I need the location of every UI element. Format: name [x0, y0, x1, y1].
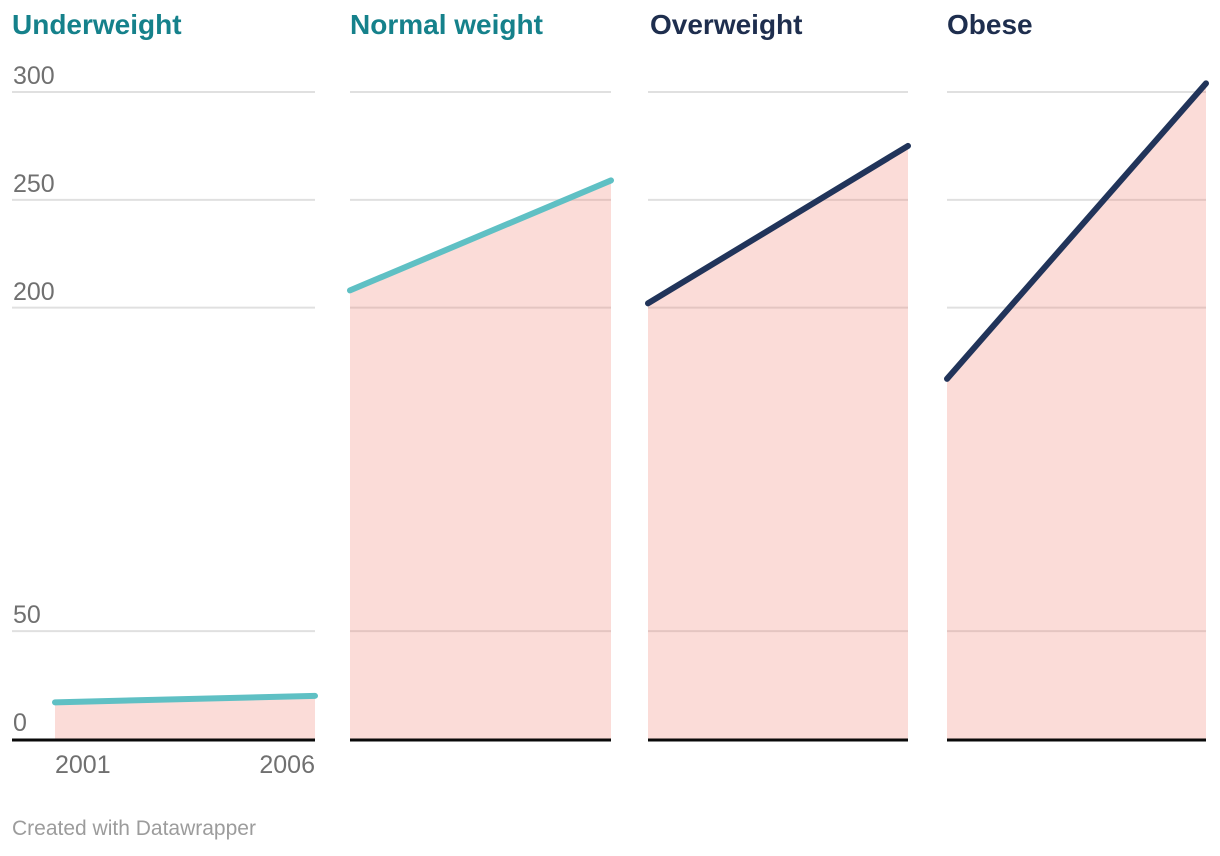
small-multiples-area-chart [12, 80, 1209, 742]
panel-title-underweight: Underweight [12, 9, 182, 40]
y-tick-label-250: 250 [13, 169, 55, 198]
y-tick-label-50: 50 [13, 601, 41, 630]
y-tick-label-300: 300 [13, 62, 55, 90]
x-tick-label-2001: 2001 [55, 751, 111, 779]
y-tick-label-0: 0 [13, 709, 27, 737]
y-tick-label-200: 200 [13, 277, 55, 306]
panel-title-overweight: Overweight [650, 9, 803, 40]
x-tick-label-2006: 2006 [259, 751, 315, 779]
panel-title-obese: Obese [947, 9, 1033, 40]
datawrapper-credit-link[interactable]: Created with Datawrapper [12, 817, 256, 840]
panel-title-normal-weight: Normal weight [350, 9, 543, 40]
